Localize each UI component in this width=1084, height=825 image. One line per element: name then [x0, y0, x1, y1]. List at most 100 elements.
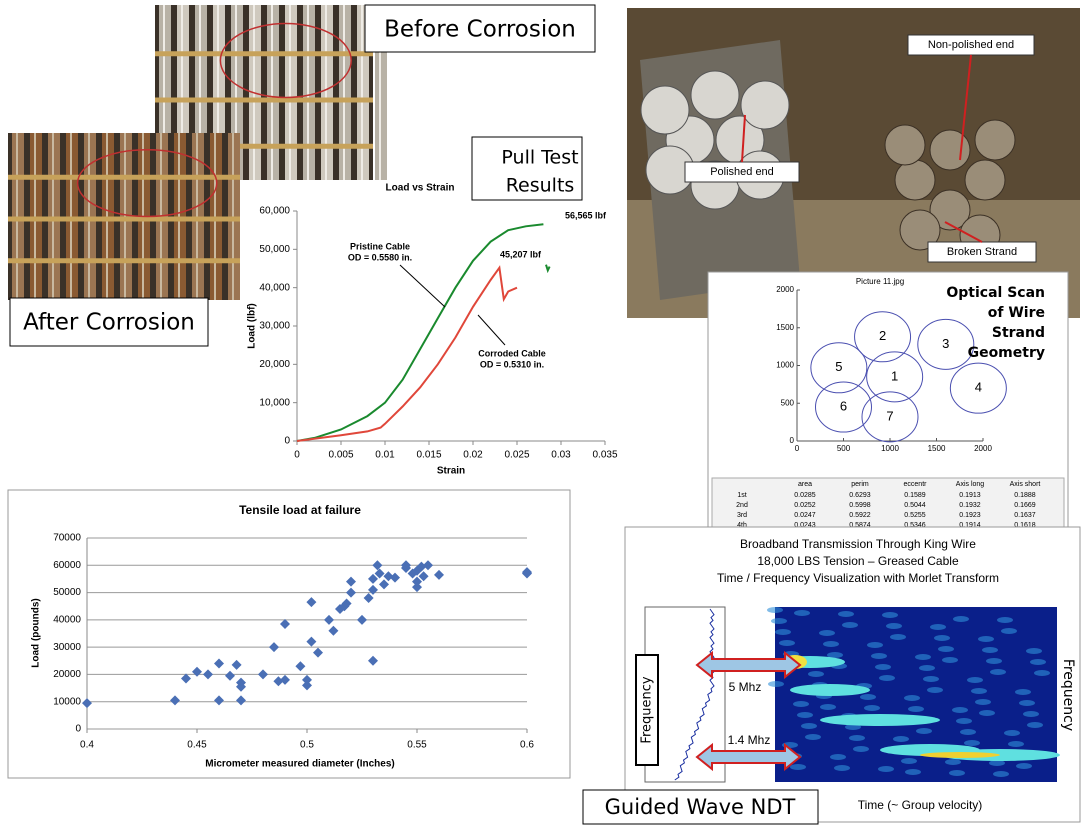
callout: Polished end [710, 166, 774, 178]
spectro-speckle [938, 646, 954, 652]
x-tick-label: 0.015 [416, 450, 441, 461]
spectro-speckle [797, 712, 813, 718]
spectro-speckle [956, 718, 972, 724]
table-header: perim [851, 481, 869, 488]
x-tick-label: 0.01 [375, 450, 395, 461]
x-axis-label: Micrometer measured diameter (Inches) [205, 759, 395, 770]
spectro-speckle [986, 658, 1002, 664]
peak-label: 45,207 lbf [500, 249, 542, 259]
spectro-speckle [838, 611, 854, 617]
spectro-speckle [982, 647, 998, 653]
spectro-speckle [942, 657, 958, 663]
y-tick-label: 10,000 [259, 397, 290, 408]
rough-wire [885, 125, 925, 165]
gw-title: 18,000 LBS Tension – Greased Cable [757, 554, 959, 568]
spectro-speckle [1016, 763, 1032, 769]
slide: Before CorrosionAfter CorrosionNon-polis… [0, 0, 1084, 825]
label-line: Results [506, 175, 575, 197]
table-cell: 0.0252 [794, 502, 816, 509]
y-tick-label: 30000 [53, 642, 81, 653]
series-name: Corroded Cable [478, 348, 546, 358]
y-tick-label: 0 [790, 436, 795, 445]
callout: Broken Strand [947, 246, 1017, 258]
rack-rail [8, 175, 240, 180]
y-tick-label: 40000 [53, 614, 81, 625]
polished-wire [691, 71, 739, 119]
y-tick-label: 1500 [776, 323, 794, 332]
y-tick-label: 2000 [776, 285, 794, 294]
spectro-speckle [864, 705, 880, 711]
table-cell: 0.5044 [904, 502, 926, 509]
strand-label: 6 [840, 398, 847, 413]
spectro-speckle [1015, 689, 1031, 695]
page: {"labels": {"before_corrosion": "Before … [0, 0, 1084, 825]
spectro-speckle [871, 653, 887, 659]
table-cell: 0.5998 [849, 502, 871, 509]
table-header: Axis long [956, 481, 985, 488]
y-tick-label: 50000 [53, 587, 81, 598]
y-tick-label: 0 [75, 724, 81, 735]
spectro-speckle [901, 758, 917, 764]
polished-wire [741, 81, 789, 129]
spectro-speckle [919, 665, 935, 671]
table-cell: 0.0247 [794, 512, 816, 519]
freq-marker: 5 Mhz [729, 680, 762, 694]
table-cell: 0.1669 [1014, 502, 1036, 509]
table-cell: 0.1913 [959, 492, 981, 499]
table-cell: 0.5255 [904, 512, 926, 519]
spectro-speckle [879, 675, 895, 681]
spectro-speckle [927, 687, 943, 693]
spectro-speckle [875, 664, 891, 670]
spectro-speckle [964, 740, 980, 746]
table-cell: 0.1888 [1014, 492, 1036, 499]
spectro-speckle [794, 610, 810, 616]
spectro-speckle [830, 754, 846, 760]
table-header: eccentr [904, 481, 928, 488]
spectro-speckle [768, 681, 784, 687]
spectro-speckle [975, 699, 991, 705]
spectro-speckle [805, 734, 821, 740]
rough-wire [930, 130, 970, 170]
strand-label: 2 [879, 328, 886, 343]
gw-title: Broadband Transmission Through King Wire [740, 537, 976, 551]
x-tick-label: 500 [837, 444, 851, 453]
x-tick-label: 0 [294, 450, 300, 461]
x-tick-label: 0.6 [520, 740, 534, 751]
spectro-speckle [1034, 670, 1050, 676]
spectro-speckle [1026, 648, 1042, 654]
spectro-speckle [819, 630, 835, 636]
spectro-speckle [904, 695, 920, 701]
spectro-speckle [978, 636, 994, 642]
y-tick-label: 20000 [53, 669, 81, 680]
x-tick-label: 0.025 [504, 450, 529, 461]
table-cell: 0.1637 [1014, 512, 1036, 519]
x-tick-label: 0.005 [328, 450, 353, 461]
x-tick-label: 0 [795, 444, 800, 453]
spectro-speckle [1030, 659, 1046, 665]
rough-wire [965, 160, 1005, 200]
spectro-speckle [949, 770, 965, 776]
table-cell: 0.1932 [959, 502, 981, 509]
photo [8, 133, 240, 300]
y-tick-label: 500 [781, 398, 795, 407]
y-tick-label: 0 [284, 436, 290, 447]
scan-heading: Strand [992, 325, 1045, 341]
series-name: Pristine Cable [350, 241, 410, 251]
x-tick-label: 2000 [974, 444, 992, 453]
spectro-speckle [849, 735, 865, 741]
table-cell: 3rd [737, 512, 747, 519]
photo-label: After Corrosion [23, 310, 195, 336]
spectro-speckle [930, 624, 946, 630]
y-tick-label: 40,000 [259, 282, 290, 293]
strand-label: 5 [835, 359, 842, 374]
spectro-speckle [971, 688, 987, 694]
y-tick-label: 60,000 [259, 206, 290, 217]
table-cell: 0.0285 [794, 492, 816, 499]
table-header: area [798, 481, 812, 488]
spectro-speckle [886, 623, 902, 629]
spectro-band [790, 684, 870, 696]
spectro-speckle [793, 701, 809, 707]
x-tick-label: 0.45 [187, 740, 207, 751]
y-tick-label: 1000 [776, 361, 794, 370]
callout: Non-polished end [928, 39, 1014, 51]
